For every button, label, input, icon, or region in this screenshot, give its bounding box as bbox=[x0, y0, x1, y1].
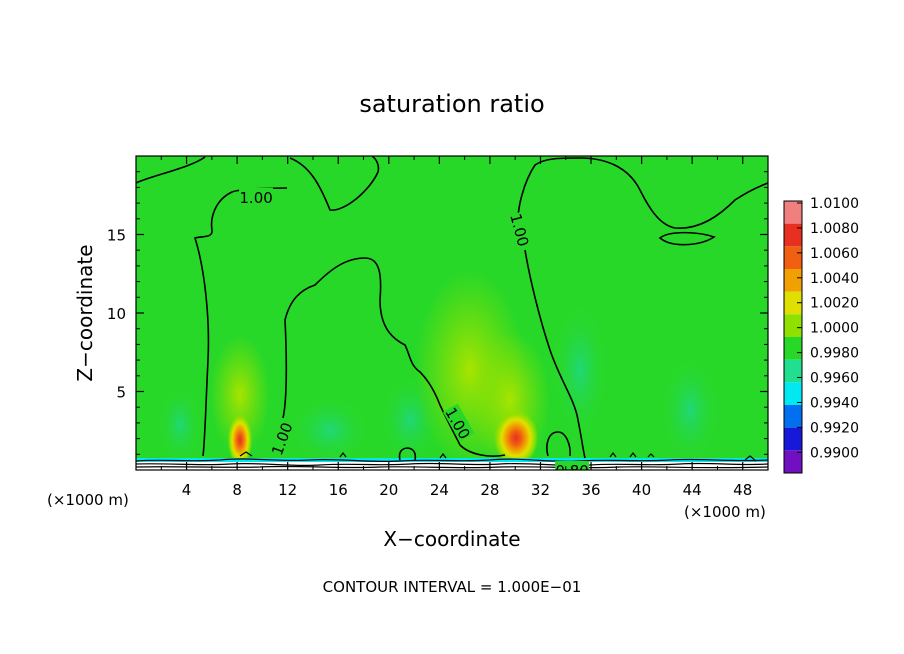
x-axis: 4 8 12 16 20 24 28 32 36 40 44 48 bbox=[160, 156, 752, 499]
supersaturation-peak bbox=[228, 414, 252, 466]
x-tick-label: 48 bbox=[733, 481, 752, 499]
colorbar-label: 1.0000 bbox=[810, 321, 859, 337]
colorbar-segment bbox=[784, 291, 802, 315]
contour-label-bg bbox=[267, 419, 295, 458]
x-tick-label: 40 bbox=[632, 481, 651, 499]
x-tick-label: 24 bbox=[430, 481, 449, 499]
colorbar-segment bbox=[784, 405, 802, 428]
colorbar-label: 1.0040 bbox=[810, 271, 859, 287]
contour-label: 0.80 bbox=[555, 461, 590, 480]
surface-contour bbox=[136, 462, 768, 467]
colorbar-segment bbox=[784, 337, 802, 360]
contour-closed-small bbox=[398, 447, 417, 461]
contour-1.00-right bbox=[517, 157, 768, 459]
colorbar-label: 0.9920 bbox=[810, 420, 859, 436]
x-tick-label: 16 bbox=[329, 481, 348, 499]
y-tick-label: 15 bbox=[107, 227, 126, 245]
x-unit-left: (×1000 m) bbox=[47, 491, 129, 509]
y-axis: 5 10 15 bbox=[107, 171, 768, 455]
surface-contour bbox=[239, 451, 757, 462]
colorbar-segment bbox=[784, 223, 802, 247]
contour-interval-note: CONTOUR INTERVAL = 1.000E−01 bbox=[323, 578, 582, 596]
colorbar-frame bbox=[783, 200, 803, 474]
colorbar-label: 1.0020 bbox=[810, 296, 859, 312]
warm-patch bbox=[210, 335, 270, 455]
contour-closed-small bbox=[546, 431, 571, 457]
colorbar-label: 1.0100 bbox=[810, 196, 859, 212]
contour-1.00-left bbox=[136, 156, 380, 457]
x-tick-label: 44 bbox=[683, 481, 702, 499]
chart-title: saturation ratio bbox=[359, 90, 544, 118]
colorbar-label: 0.9980 bbox=[810, 346, 859, 362]
x-axis-label: X−coordinate bbox=[383, 527, 520, 551]
contour-label: 1.00 bbox=[239, 187, 274, 207]
y-tick-label: 5 bbox=[116, 384, 126, 402]
cool-patch bbox=[552, 300, 608, 440]
supersaturation-peak bbox=[494, 410, 538, 466]
contour-label-bg bbox=[239, 187, 274, 205]
x-tick-label: 4 bbox=[182, 481, 192, 499]
contour-label-text: 1.00 bbox=[239, 189, 272, 207]
surface-contours bbox=[136, 451, 768, 469]
contour-1.00-center bbox=[282, 257, 506, 457]
colorbar-segment bbox=[784, 314, 802, 337]
cool-patch bbox=[158, 385, 202, 465]
colorbar-segment bbox=[784, 246, 802, 269]
contour-closed-small bbox=[658, 231, 716, 246]
contour-lines bbox=[136, 156, 768, 461]
colorbar-segment bbox=[784, 359, 802, 383]
colorbar-label: 0.9940 bbox=[810, 395, 859, 411]
cool-patch bbox=[660, 355, 720, 465]
x-tick-label: 8 bbox=[232, 481, 242, 499]
colorbar-segment bbox=[784, 450, 802, 473]
surface-contour bbox=[136, 458, 768, 463]
x-tick-label: 12 bbox=[278, 481, 297, 499]
colorbar-segment bbox=[784, 382, 802, 405]
surface-contour bbox=[136, 465, 768, 469]
contour-label-bg bbox=[442, 403, 475, 442]
colorbar-segment bbox=[784, 269, 802, 292]
y-axis-label: Z−coordinate bbox=[73, 244, 97, 381]
colorbar-label: 1.0080 bbox=[810, 221, 859, 237]
x-tick-label: 20 bbox=[379, 481, 398, 499]
x-tick-label: 28 bbox=[480, 481, 499, 499]
colorbar-label: 1.0060 bbox=[810, 246, 859, 262]
x-tick-label: 36 bbox=[581, 481, 600, 499]
x-tick-label: 32 bbox=[531, 481, 550, 499]
colorbar-segment bbox=[784, 201, 802, 224]
contour-label-text: 0.80 bbox=[555, 462, 588, 480]
y-tick-label: 10 bbox=[107, 305, 126, 323]
colorbar-segment bbox=[784, 427, 802, 451]
contour-label-bg bbox=[555, 461, 590, 470]
colorbar: 1.0100 1.0080 1.0060 1.0040 1.0020 1.0000 0.99… bbox=[783, 196, 859, 474]
colorbar-label: 0.9900 bbox=[810, 445, 859, 461]
colorbar-label: 0.9960 bbox=[810, 371, 859, 387]
x-unit-right: (×1000 m) bbox=[684, 503, 766, 521]
cool-patch bbox=[290, 395, 370, 465]
plot-area: 1.001.001.00 1.000.80 bbox=[136, 156, 768, 480]
